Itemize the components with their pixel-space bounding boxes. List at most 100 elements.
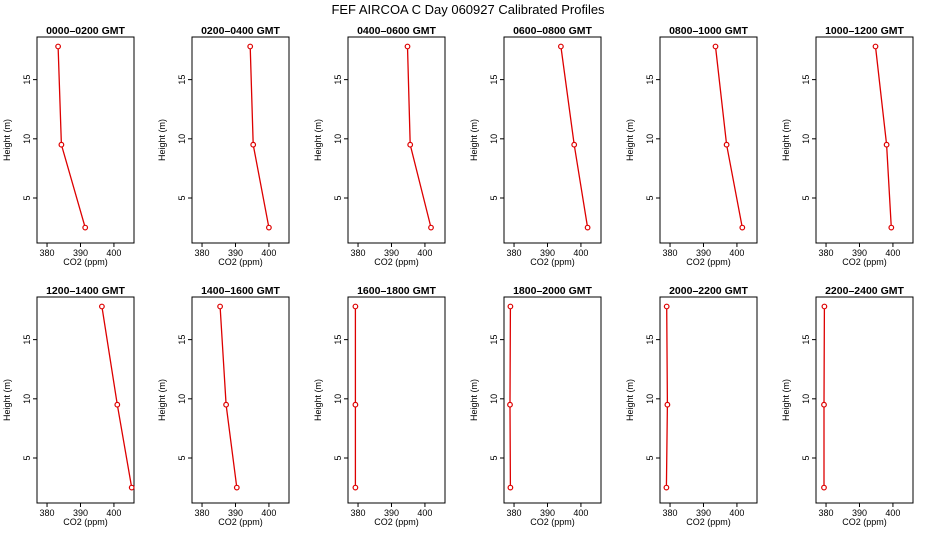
data-point	[507, 303, 514, 310]
y-axis-label: Height (m)	[157, 119, 167, 161]
x-axis-label: CO2 (ppm)	[63, 257, 108, 267]
data-point	[712, 43, 719, 50]
profile-line	[874, 46, 892, 228]
panel-12: 2200–2400 GMT 380 390 400 5 10 15 CO2 (ppm) Heig…	[781, 285, 914, 527]
y-tick-label: 10	[801, 394, 811, 404]
x-tick-label: 390	[852, 508, 867, 518]
panel-title: 0600–0800 GMT	[513, 25, 592, 37]
y-tick-label: 10	[645, 394, 655, 404]
y-tick-label: 10	[177, 394, 187, 404]
data-point	[883, 141, 890, 148]
data-point	[571, 141, 578, 148]
plot-frame	[191, 296, 290, 504]
y-tick-label: 15	[333, 335, 343, 345]
panel-5: 0800–1000 GMT 380 390 400 5 10 15 CO2 (ppm) Heig…	[625, 25, 758, 267]
x-tick-label: 390	[384, 508, 399, 518]
x-tick-label: 400	[729, 508, 744, 518]
plot-frame	[191, 36, 290, 244]
x-tick-label: 400	[573, 248, 588, 258]
x-tick-label: 380	[663, 508, 678, 518]
data-point	[266, 224, 272, 231]
panel-3: 0400–0600 GMT 380 390 400 5 10 15 CO2 (ppm) Heig…	[313, 25, 446, 267]
y-tick-label: 5	[177, 196, 187, 201]
x-tick-label: 400	[261, 508, 276, 518]
x-tick-label: 390	[696, 248, 711, 258]
data-point	[428, 224, 434, 231]
data-point	[247, 43, 254, 50]
y-tick-label: 5	[489, 196, 499, 201]
y-tick-label: 5	[489, 456, 499, 461]
data-point	[58, 141, 65, 148]
y-tick-label: 5	[333, 196, 343, 201]
data-point	[250, 141, 257, 148]
data-point	[507, 484, 514, 491]
y-tick-label: 15	[333, 75, 343, 85]
panel-title: 2000–2200 GMT	[669, 285, 748, 297]
y-tick-label: 15	[22, 335, 32, 345]
y-tick-label: 15	[645, 335, 655, 345]
data-point	[233, 484, 240, 491]
y-axis-label: Height (m)	[313, 119, 323, 161]
profile-line	[57, 46, 86, 228]
y-axis-label: Height (m)	[469, 379, 479, 421]
plot-frame	[36, 296, 135, 504]
x-tick-label: 380	[663, 248, 678, 258]
data-point	[217, 303, 224, 310]
y-tick-label: 5	[22, 196, 32, 201]
plot-frame	[503, 296, 602, 504]
profile-line	[249, 46, 270, 228]
x-tick-label: 380	[195, 248, 210, 258]
x-tick-label: 380	[819, 248, 834, 258]
x-axis-label: CO2 (ppm)	[374, 257, 419, 267]
data-point	[128, 484, 135, 491]
y-axis-label: Height (m)	[781, 379, 791, 421]
x-tick-label: 390	[384, 248, 399, 258]
y-axis-label: Height (m)	[157, 379, 167, 421]
x-tick-label: 400	[729, 248, 744, 258]
y-tick-label: 10	[489, 394, 499, 404]
data-point	[82, 224, 89, 231]
panel-title: 1800–2000 GMT	[513, 285, 592, 297]
panel-1: 0000–0200 GMT 380 390 400 5 10 15 CO2 (ppm) Heig…	[2, 25, 135, 267]
panel-title: 0000–0200 GMT	[46, 25, 125, 37]
panel-title: 1200–1400 GMT	[46, 285, 125, 297]
x-tick-label: 380	[40, 508, 55, 518]
y-axis-label: Height (m)	[2, 119, 12, 161]
plot-frame	[815, 36, 914, 244]
panel-title: 1400–1600 GMT	[201, 285, 280, 297]
x-tick-label: 400	[885, 508, 900, 518]
y-tick-label: 10	[333, 394, 343, 404]
plot-frame	[815, 296, 914, 504]
x-tick-label: 400	[261, 248, 276, 258]
data-point	[352, 484, 359, 491]
x-axis-label: CO2 (ppm)	[218, 257, 263, 267]
data-point	[821, 401, 827, 408]
x-tick-label: 390	[73, 248, 88, 258]
x-tick-label: 390	[852, 248, 867, 258]
panel-6: 1000–1200 GMT 380 390 400 5 10 15 CO2 (ppm) Heig…	[781, 25, 914, 267]
plot-frame	[659, 36, 758, 244]
data-point	[664, 401, 671, 408]
data-point	[821, 303, 828, 310]
y-axis-label: Height (m)	[469, 119, 479, 161]
y-tick-label: 5	[801, 196, 811, 201]
profile-line	[101, 306, 133, 488]
chart-title: FEF AIRCOA C Day 060927 Calibrated Profi…	[331, 2, 605, 17]
x-tick-label: 390	[540, 508, 555, 518]
data-point	[507, 401, 513, 408]
y-tick-label: 5	[645, 196, 655, 201]
panel-4: 0600–0800 GMT 380 390 400 5 10 15 CO2 (ppm) Heig…	[469, 25, 602, 267]
plot-frame	[503, 36, 602, 244]
x-axis-label: CO2 (ppm)	[842, 257, 887, 267]
y-tick-label: 10	[801, 134, 811, 144]
x-axis-label: CO2 (ppm)	[842, 517, 887, 527]
x-tick-label: 380	[507, 508, 522, 518]
y-tick-label: 15	[489, 75, 499, 85]
data-point	[872, 43, 879, 50]
y-tick-label: 15	[801, 75, 811, 85]
x-axis-label: CO2 (ppm)	[686, 517, 731, 527]
x-tick-label: 390	[696, 508, 711, 518]
x-tick-label: 400	[417, 508, 432, 518]
plot-frame	[347, 296, 446, 504]
data-point	[407, 141, 414, 148]
